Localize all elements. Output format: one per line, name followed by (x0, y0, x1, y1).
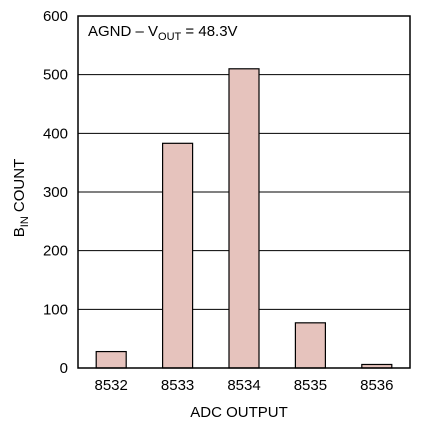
y-tick-label: 400 (43, 125, 68, 142)
x-tick-label: 8533 (161, 377, 194, 394)
y-tick-label: 500 (43, 67, 68, 84)
y-tick-label: 600 (43, 8, 68, 25)
y-tick-label: 300 (43, 184, 68, 201)
y-axis-label-rest: COUNT (11, 159, 28, 217)
annotation-text-a: AGND – V (88, 23, 158, 40)
chart-annotation: AGND – VOUT = 48.3V (88, 23, 238, 43)
x-tick-label: 8534 (227, 377, 260, 394)
x-tick-label: 8535 (294, 377, 327, 394)
x-axis-label: ADC OUTPUT (190, 404, 288, 421)
y-tick-label: 200 (43, 243, 68, 260)
y-axis-label-main: B (11, 227, 28, 237)
x-tick-label: 8532 (95, 377, 128, 394)
bar-8533 (162, 142, 194, 369)
plot-frame (77, 15, 411, 369)
bars (95, 68, 393, 369)
tick-labels: 0 100 200 300 400 500 600 8532 8533 8534 8535 8536 (43, 8, 394, 394)
y-tick-label: 100 (43, 301, 68, 318)
y-axis-label: BIN COUNT (11, 159, 31, 238)
annotation-subscript: OUT (158, 31, 182, 43)
y-tick-label: 0 (60, 360, 68, 377)
annotation-text-b: = 48.3V (181, 23, 237, 40)
x-tick-label: 8536 (360, 377, 393, 394)
bar-8534 (228, 68, 260, 369)
bar-8532 (95, 350, 127, 369)
y-axis-label-subscript: IN (19, 216, 31, 227)
bar-8535 (294, 322, 326, 369)
